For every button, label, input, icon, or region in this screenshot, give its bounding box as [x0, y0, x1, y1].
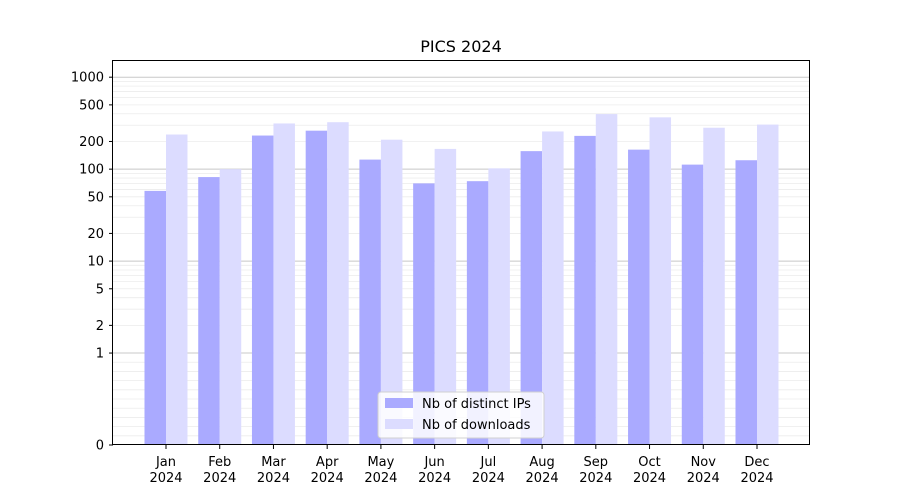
- x-tick-label: May 2024: [364, 455, 397, 486]
- bar-nb-of-distinct-ips-5: [413, 183, 435, 445]
- x-tick-label: Apr 2024: [311, 455, 344, 486]
- bar-nb-of-downloads-2: [273, 123, 295, 445]
- bars: [144, 114, 779, 446]
- bar-nb-of-downloads-11: [757, 124, 779, 446]
- y-tick-label: 50: [87, 190, 104, 205]
- bar-nb-of-downloads-3: [327, 122, 349, 446]
- x-tick-label: Sep 2024: [579, 455, 612, 486]
- y-tick-label: 1: [96, 347, 104, 362]
- x-tick-label: Jan 2024: [149, 455, 182, 486]
- y-axis: 0 1 2 5 10 20 50 100 200 500 1000: [71, 71, 113, 454]
- bar-nb-of-downloads-10: [703, 127, 725, 445]
- plot-frame: [112, 60, 810, 445]
- legend-label: Nb of distinct IPs: [422, 397, 531, 412]
- legend-swatch: [385, 419, 413, 429]
- x-axis: Jan 2024 Feb 2024 Mar 2024 Apr 2024 May 2024 Jun 20…: [149, 445, 774, 486]
- x-tick-label: Mar 2024: [257, 455, 290, 486]
- bar-nb-of-distinct-ips-1: [198, 177, 220, 445]
- y-tick-label: 10: [87, 255, 104, 270]
- x-tick-label: Nov 2024: [687, 455, 720, 486]
- legend-label: Nb of downloads: [422, 418, 531, 433]
- bar-nb-of-downloads-0: [166, 134, 188, 445]
- bar-nb-of-downloads-4: [380, 139, 403, 445]
- legend-swatch: [385, 398, 413, 408]
- bar-nb-of-distinct-ips-7: [520, 151, 543, 445]
- x-tick-label: Oct 2024: [633, 455, 666, 486]
- x-tick-label: Dec 2024: [740, 455, 773, 486]
- bar-nb-of-distinct-ips-2: [251, 135, 274, 445]
- bar-nb-of-distinct-ips-0: [144, 190, 166, 445]
- y-tick-label: 5: [96, 282, 104, 297]
- bar-nb-of-downloads-1: [219, 169, 242, 445]
- bar-nb-of-downloads-5: [434, 148, 457, 445]
- y-tick-label: 200: [79, 135, 104, 150]
- x-tick-label: Jul 2024: [472, 455, 505, 486]
- bar-nb-of-downloads-9: [649, 117, 672, 445]
- x-tick-label: Feb 2024: [203, 455, 236, 486]
- y-tick-label: 2: [96, 319, 104, 334]
- bar-nb-of-distinct-ips-10: [681, 164, 704, 445]
- y-tick-label: 20: [87, 227, 104, 242]
- bar-nb-of-distinct-ips-3: [305, 130, 328, 446]
- bar-nb-of-distinct-ips-9: [628, 149, 650, 446]
- bar-nb-of-downloads-6: [488, 168, 510, 445]
- bar-nb-of-downloads-7: [542, 131, 564, 446]
- chart-title: PICS 2024: [420, 37, 502, 56]
- y-tick-label: 100: [79, 163, 104, 178]
- y-tick-label: 0: [96, 439, 104, 454]
- x-tick-label: Jun 2024: [418, 455, 451, 486]
- bar-nb-of-distinct-ips-4: [359, 159, 381, 445]
- y-tick-label: 500: [79, 98, 104, 113]
- y-tick-label: 1000: [71, 71, 104, 86]
- legend-box: [377, 391, 545, 439]
- bar-nb-of-distinct-ips-8: [574, 135, 596, 445]
- bar-nb-of-distinct-ips-6: [466, 181, 489, 445]
- x-tick-label: Aug 2024: [526, 455, 559, 486]
- legend: Nb of distinct IPs Nb of downloads: [377, 391, 545, 439]
- bar-nb-of-distinct-ips-11: [735, 160, 757, 445]
- bar-nb-of-downloads-8: [595, 114, 618, 445]
